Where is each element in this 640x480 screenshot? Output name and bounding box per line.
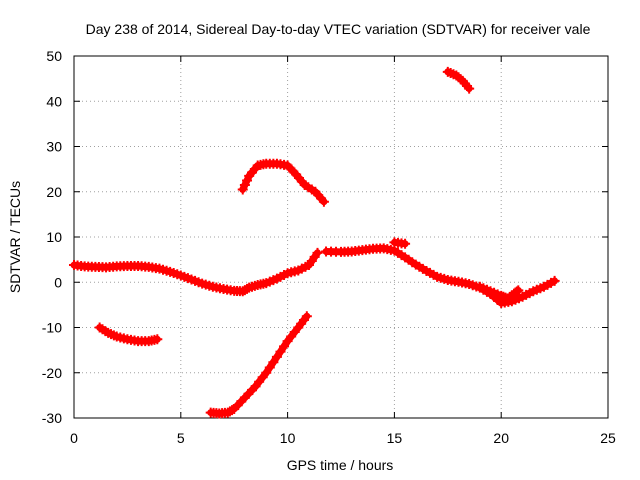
series-band	[207, 312, 311, 417]
x-tick-label: 20	[493, 430, 509, 446]
series-arc-dip-extra	[474, 281, 524, 304]
series-arc-peak	[237, 158, 329, 207]
grid	[74, 56, 608, 418]
series-arc-rising	[205, 311, 312, 419]
y-tick-label: -10	[42, 320, 62, 336]
y-tick-label: -30	[42, 410, 62, 426]
data-point	[227, 405, 238, 416]
y-axis-ticks: -30 -20 -10 0 10 20 30 40 50	[42, 48, 608, 426]
x-tick-label: 0	[70, 430, 78, 446]
series-group	[69, 66, 560, 419]
y-tick-label: 10	[46, 229, 62, 245]
series-arc-upper-step	[389, 237, 411, 249]
chart-title: Day 238 of 2014, Sidereal Day-to-day VTE…	[86, 21, 591, 37]
data-point	[400, 238, 411, 249]
series-arc-low-left	[94, 322, 163, 347]
data-point	[239, 179, 250, 190]
y-axis-label: SDTVAR / TECUs	[7, 181, 23, 293]
data-point	[264, 362, 275, 373]
x-axis-label: GPS time / hours	[287, 457, 394, 473]
data-point	[318, 196, 329, 207]
data-point	[237, 184, 248, 195]
y-tick-label: 0	[54, 274, 62, 290]
y-tick-label: 30	[46, 139, 62, 155]
y-tick-label: 40	[46, 93, 62, 109]
data-point	[268, 357, 279, 368]
data-point	[549, 275, 560, 286]
series-arc-main-2	[321, 243, 560, 309]
x-tick-label: 5	[177, 430, 185, 446]
data-point	[271, 351, 282, 362]
series-arc-main-1	[69, 247, 323, 297]
x-tick-label: 10	[280, 430, 296, 446]
data-point	[242, 283, 253, 294]
data-point	[152, 334, 163, 345]
series-arc-top	[442, 66, 475, 94]
data-point	[242, 175, 253, 186]
data-point	[301, 311, 312, 322]
y-tick-label: 20	[46, 184, 62, 200]
y-tick-label: 50	[46, 48, 62, 64]
x-tick-label: 25	[600, 430, 616, 446]
y-tick-label: -20	[42, 365, 62, 381]
data-point	[312, 247, 323, 258]
data-point	[464, 83, 475, 94]
data-point	[261, 367, 272, 378]
data-point	[513, 285, 524, 296]
x-axis-ticks: 0 5 10 15 20 25	[70, 56, 616, 446]
data-point	[279, 341, 290, 352]
data-point	[511, 286, 522, 297]
x-tick-label: 15	[387, 430, 403, 446]
data-point	[275, 346, 286, 357]
